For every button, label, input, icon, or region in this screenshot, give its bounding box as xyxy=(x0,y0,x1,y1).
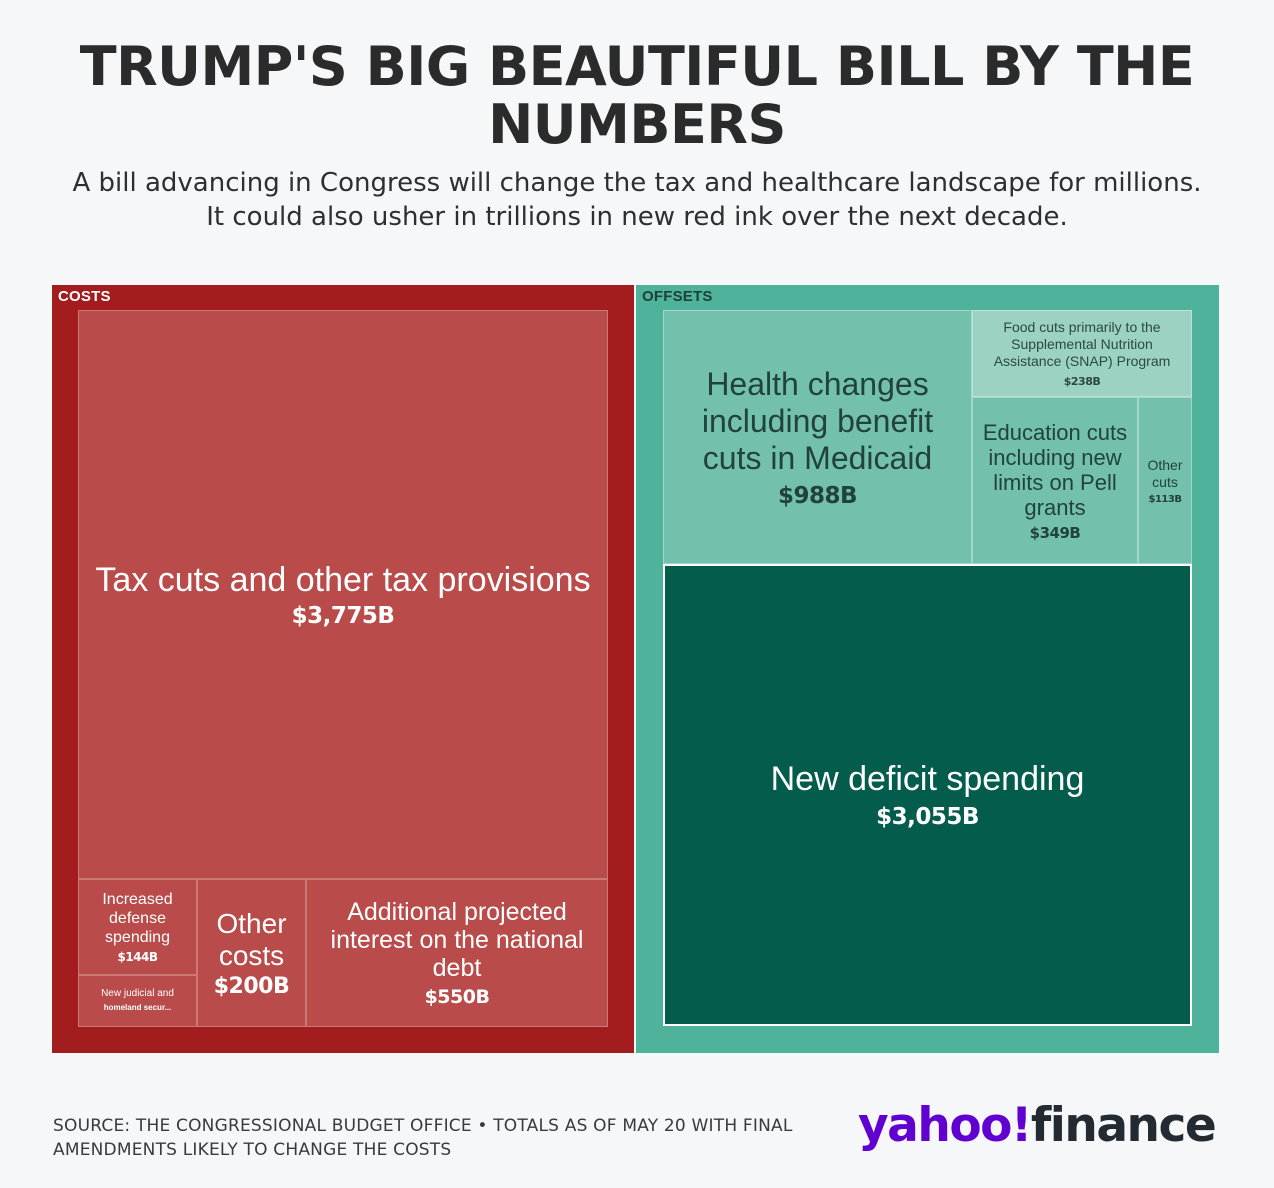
chart-title: TRUMP'S BIG BEAUTIFUL BILL BY THE NUMBER… xyxy=(79,35,1195,156)
offsets-cell-3: Education cuts including new limits on P… xyxy=(972,397,1138,564)
cell-value: $3,055B xyxy=(876,804,979,830)
cell-label: Increased defense spending xyxy=(102,891,173,946)
cell-label-cont: homeland secur... xyxy=(103,1003,172,1012)
cell-value: $988B xyxy=(777,482,858,509)
cell-value: $3,775B xyxy=(291,602,395,629)
offsets-panel: OFFSETS New deficit spending $3,055B Health… xyxy=(636,285,1219,1053)
cell-value: $550B xyxy=(424,986,490,1008)
costs-cell-5: New judicial and homeland secur... xyxy=(78,975,197,1027)
cell-value: $144B xyxy=(117,950,158,964)
source-note: SOURCE: THE CONGRESSIONAL BUDGET OFFICE … xyxy=(53,1116,793,1160)
offsets-panel-label: OFFSETS xyxy=(642,288,713,305)
cell-label: New judicial and xyxy=(101,988,174,999)
cell-label: Other cuts xyxy=(1147,456,1183,490)
costs-cell-2: Additional projected interest on the nat… xyxy=(306,879,608,1027)
offsets-cell-2: Health changes including benefit cuts in… xyxy=(663,310,972,564)
costs-panel: COSTS Tax cuts and other tax provisions $3… xyxy=(52,285,634,1053)
cell-label: Additional projected interest on the nat… xyxy=(330,898,584,982)
logo-yahoo: yahoo! xyxy=(858,1098,1032,1153)
cell-label: Health changes including benefit cuts in… xyxy=(701,365,934,476)
offsets-cell-1: New deficit spending $3,055B xyxy=(663,564,1192,1026)
costs-panel-label: COSTS xyxy=(58,288,111,305)
logo-finance: finance xyxy=(1030,1098,1217,1153)
yahoo-finance-logo: yahoo!finance xyxy=(858,1098,1217,1153)
cell-label: Food cuts primarily to the Supplemental … xyxy=(993,319,1171,369)
chart-subtitle: A bill advancing in Congress will change… xyxy=(72,168,1202,232)
cell-value: $113B xyxy=(1148,493,1182,505)
cell-label: New deficit spending xyxy=(770,760,1085,798)
costs-cell-1: Tax cuts and other tax provisions $3,775B xyxy=(78,310,608,879)
costs-cell-3: Other costs $200B xyxy=(197,879,306,1027)
cell-label: Tax cuts and other tax provisions xyxy=(95,560,591,599)
cell-label: Other costs xyxy=(216,907,287,971)
cell-value: $200B xyxy=(213,973,290,999)
offsets-cell-5: Other cuts $113B xyxy=(1138,397,1192,564)
offsets-cell-4: Food cuts primarily to the Supplemental … xyxy=(972,310,1192,397)
cell-value: $238B xyxy=(1063,375,1101,388)
cell-value: $349B xyxy=(1029,523,1081,542)
cell-label: Education cuts including new limits on P… xyxy=(982,419,1128,520)
costs-cell-4: Increased defense spending $144B xyxy=(78,879,197,975)
